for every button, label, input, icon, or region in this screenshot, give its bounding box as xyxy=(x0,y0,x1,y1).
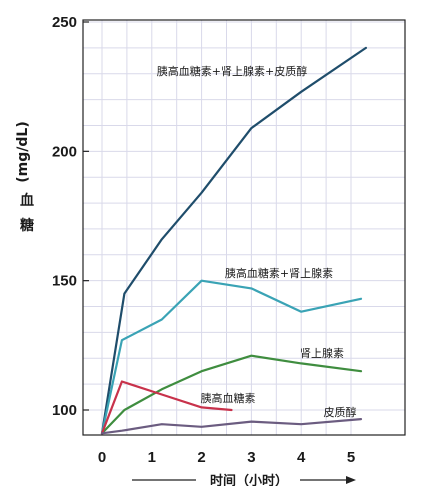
series-lines xyxy=(100,46,367,435)
series-label-4: 胰高血糖素 xyxy=(201,391,256,405)
y-axis-unit: (mg/dL) xyxy=(15,121,31,182)
grid xyxy=(83,20,405,435)
y-axis-char-2: 糖 xyxy=(20,217,34,234)
y-tick-label: 200 xyxy=(52,143,77,160)
y-tick-label: 100 xyxy=(52,402,77,419)
series-label-3: 肾上腺素 xyxy=(300,346,344,360)
x-axis-label: 时间（小时） xyxy=(132,470,356,486)
x-axis-label-backing xyxy=(196,470,300,486)
y-tick-label: 250 xyxy=(52,14,77,31)
x-axis-title: 时间（小时） xyxy=(210,473,288,486)
x-tick-label: 3 xyxy=(247,449,255,466)
axes xyxy=(82,19,406,436)
y-axis-label: (mg/dL) 血 糖 xyxy=(15,121,34,234)
plot-frame xyxy=(82,19,406,436)
series-label-5: 皮质醇 xyxy=(324,405,357,419)
series-label-1: 胰高血糖素+肾上腺素+皮质醇 xyxy=(157,64,307,78)
x-axis-arrow-head xyxy=(346,476,356,484)
series-line-4 xyxy=(100,380,233,435)
y-axis-char-1: 血 xyxy=(20,192,34,209)
series-line-5 xyxy=(100,418,363,435)
x-tick-labels: 0 1 2 3 4 5 xyxy=(98,449,355,466)
series-line-2 xyxy=(100,279,363,435)
x-tick-label: 5 xyxy=(347,449,355,466)
series-line-3 xyxy=(100,354,363,435)
series-label-2: 胰高血糖素+肾上腺素 xyxy=(225,266,333,280)
y-tick-labels: 100 150 200 250 xyxy=(52,14,77,419)
x-tick-label: 1 xyxy=(148,449,156,466)
x-tick-label: 0 xyxy=(98,449,106,466)
series-line-1 xyxy=(100,46,367,435)
y-tick-label: 150 xyxy=(52,273,77,290)
x-tick-label: 4 xyxy=(297,449,306,466)
x-tick-label: 2 xyxy=(197,449,205,466)
